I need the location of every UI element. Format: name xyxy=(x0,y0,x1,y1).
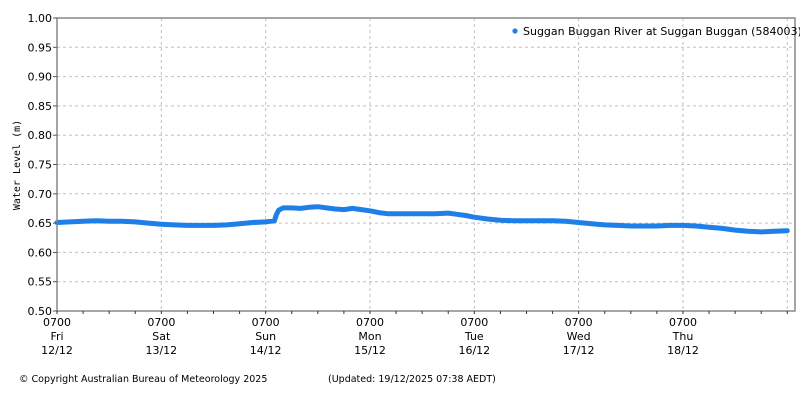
svg-text:15/12: 15/12 xyxy=(354,344,386,357)
y-tick-label: 1.00 xyxy=(28,12,53,25)
svg-text:0700: 0700 xyxy=(565,316,593,329)
svg-text:17/12: 17/12 xyxy=(563,344,595,357)
y-tick-label: 0.90 xyxy=(28,71,53,84)
svg-text:14/12: 14/12 xyxy=(250,344,282,357)
y-tick-label: 0.85 xyxy=(28,100,53,113)
updated-timestamp: (Updated: 19/12/2025 07:38 AEDT) xyxy=(328,374,496,385)
svg-text:0700: 0700 xyxy=(460,316,488,329)
svg-text:18/12: 18/12 xyxy=(667,344,699,357)
svg-text:16/12: 16/12 xyxy=(458,344,490,357)
svg-text:Fri: Fri xyxy=(50,330,63,343)
y-tick-label: 0.70 xyxy=(28,188,53,201)
svg-text:Wed: Wed xyxy=(567,330,591,343)
svg-text:0700: 0700 xyxy=(252,316,280,329)
legend-label: Suggan Buggan River at Suggan Buggan (58… xyxy=(523,25,800,38)
legend: Suggan Buggan River at Suggan Buggan (58… xyxy=(512,25,800,38)
svg-text:Tue: Tue xyxy=(464,330,484,343)
svg-text:0700: 0700 xyxy=(147,316,175,329)
svg-text:0700: 0700 xyxy=(356,316,384,329)
svg-text:Sun: Sun xyxy=(255,330,276,343)
dot-icon xyxy=(512,28,518,34)
y-tick-label: 0.95 xyxy=(28,41,53,54)
y-axis-label: Water Level (m) xyxy=(12,120,23,210)
y-tick-label: 0.55 xyxy=(28,276,53,289)
svg-text:Thu: Thu xyxy=(672,330,694,343)
svg-text:13/12: 13/12 xyxy=(145,344,177,357)
svg-text:0700: 0700 xyxy=(43,316,71,329)
svg-text:Sat: Sat xyxy=(152,330,171,343)
y-tick-label: 0.60 xyxy=(28,246,53,259)
svg-text:0700: 0700 xyxy=(669,316,697,329)
data-series xyxy=(54,204,790,235)
water-level-line xyxy=(54,204,790,235)
y-tick-label: 0.75 xyxy=(28,159,53,172)
svg-text:12/12: 12/12 xyxy=(41,344,73,357)
grid-lines xyxy=(57,18,795,311)
y-tick-label: 0.80 xyxy=(28,129,53,142)
y-tick-label: 0.65 xyxy=(28,217,53,230)
x-axis: 0700Fri12/120700Sat13/120700Sun14/120700… xyxy=(41,311,788,357)
y-tick-label: 0.50 xyxy=(28,305,53,318)
svg-text:Mon: Mon xyxy=(358,330,381,343)
y-axis: 0.50 0.55 0.60 0.65 0.70 0.75 0.80 0.85 0.90 0.95… xyxy=(28,12,57,318)
copyright-text: © Copyright Australian Bureau of Meteoro… xyxy=(19,374,268,385)
